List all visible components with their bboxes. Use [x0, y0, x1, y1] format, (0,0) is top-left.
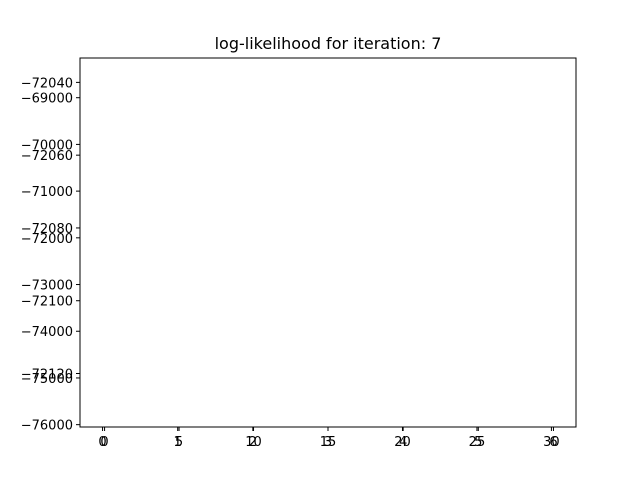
- plot-frame: [79, 57, 577, 428]
- chart-title: log-likelihood for iteration: 7: [215, 34, 442, 53]
- y-tick-label: −74000: [21, 325, 73, 340]
- y-tick-label: −70000: [21, 138, 73, 153]
- axes-ticks: 0 5 10 15 20 25 30−72040−72060−72080−72100−721…: [21, 76, 560, 450]
- x-tick-label: 25: [469, 435, 486, 450]
- y-tick-label: −73000: [21, 279, 73, 294]
- x-tick-label: 30: [543, 435, 560, 450]
- x-tick-label: 20: [394, 435, 411, 450]
- x-tick-label: 2: [249, 435, 257, 450]
- x-tick-label: 10: [245, 435, 262, 450]
- x-tick-label: 5: [175, 435, 183, 450]
- y-tick-label: −72100: [21, 295, 73, 310]
- y-tick-label: −71000: [21, 185, 73, 200]
- x-tick-label: 0: [100, 435, 108, 450]
- x-tick-label: 6: [549, 435, 557, 450]
- y-tick-label: −72040: [21, 76, 73, 91]
- x-tick-label: 5: [474, 435, 482, 450]
- x-tick-label: 3: [324, 435, 332, 450]
- y-tick-label: −72000: [21, 232, 73, 247]
- x-tick-label: 4: [399, 435, 407, 450]
- x-tick-label: 1: [174, 435, 182, 450]
- y-tick-label: −76000: [21, 419, 73, 434]
- x-tick-label: 0: [98, 435, 106, 450]
- y-tick-label: −72060: [21, 149, 73, 164]
- y-tick-label: −72080: [21, 222, 73, 237]
- y-tick-label: −69000: [21, 92, 73, 107]
- y-tick-label: −72120: [21, 368, 73, 383]
- y-tick-label: −75000: [21, 372, 73, 387]
- x-tick-label: 15: [320, 435, 337, 450]
